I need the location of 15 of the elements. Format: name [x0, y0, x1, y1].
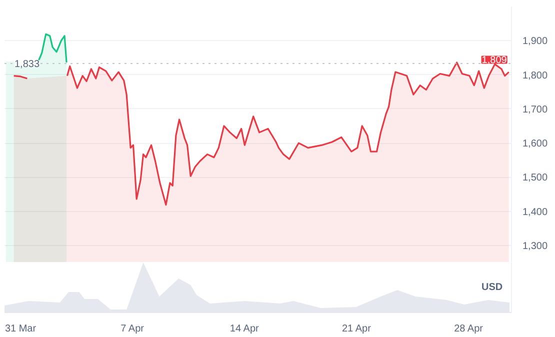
y-tick-label: 1,800: [522, 70, 548, 82]
x-tick-label: 7 Apr: [120, 324, 145, 334]
x-tick-label: 31 Mar: [4, 324, 37, 334]
annotation: 1,809: [482, 55, 508, 66]
y-axis-title: USD: [482, 282, 503, 293]
ref-line-label: 1,833: [14, 59, 40, 70]
x-tick-label: 14 Apr: [230, 324, 260, 334]
y-tick-label: 1,300: [522, 240, 548, 252]
y-tick-label: 1,400: [522, 206, 548, 218]
y-tick-label: 1,700: [522, 104, 548, 116]
x-tick-label: 28 Apr: [454, 324, 484, 334]
y-tick-label: 1,900: [522, 36, 548, 48]
x-tick-label: 21 Apr: [342, 324, 372, 334]
y-tick-label: 1,500: [522, 172, 548, 184]
y-tick-label: 1,600: [522, 138, 548, 150]
